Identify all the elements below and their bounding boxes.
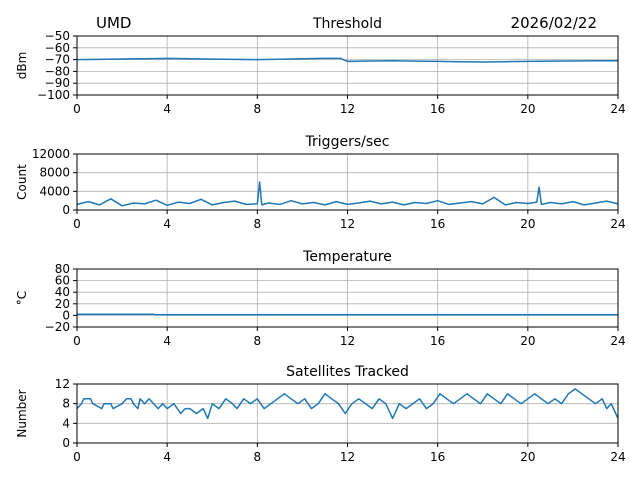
temperature-y-tick-label: 80: [55, 262, 70, 276]
temperature-x-tick-label: 16: [430, 334, 445, 348]
triggers-sec-x-tick-label: 12: [340, 217, 355, 231]
threshold-series-line: [76, 57, 618, 63]
satellites-tracked-y-tick-label: 4: [62, 416, 70, 430]
threshold-y-tick-label: −50: [45, 29, 70, 43]
threshold-x-tick-label: 16: [430, 102, 445, 116]
satellites-tracked-x-tick-label: 4: [163, 450, 171, 464]
threshold-y-tick-label: −80: [45, 64, 70, 78]
triggers-sec-y-tick-label: 4000: [39, 184, 70, 198]
satellites-tracked-series-line: [76, 388, 619, 420]
triggers-sec-series-line: [76, 181, 619, 207]
temperature-x-tick-label: 12: [340, 334, 355, 348]
temperature-y-tick-label: 40: [55, 285, 70, 299]
temperature-y-tick-label: 20: [55, 297, 70, 311]
threshold-y-tick-label: −90: [45, 76, 70, 90]
threshold-x-tick-label: 24: [610, 102, 625, 116]
temperature-x-tick-label: 20: [520, 334, 535, 348]
temperature-x-tick-label: 8: [254, 334, 262, 348]
triggers-sec-title: Triggers/sec: [305, 134, 390, 150]
threshold-panel: 0 4 8 12 16 20 24 −50−60−70−80−90−100 Threshold d…: [15, 16, 626, 116]
header-date-label: 2026/02/22: [511, 14, 597, 32]
temperature-y-axis-label: °C: [15, 291, 29, 305]
temperature-title: Temperature: [302, 249, 392, 265]
threshold-y-tick-label: −100: [37, 88, 70, 102]
satellites-tracked-y-tick-label: 0: [62, 436, 70, 450]
header-left-label: UMD: [96, 14, 131, 32]
temperature-series-line: [77, 313, 618, 316]
temperature-y-tick-label: −20: [45, 320, 70, 334]
triggers-sec-panel: 0 4 8 12 16 20 24 0 4000 8000 12000 Triggers/sec Cou…: [15, 134, 626, 231]
satellites-tracked-y-tick-label: 8: [62, 397, 70, 411]
triggers-sec-x-tick-label: 4: [163, 217, 171, 231]
triggers-sec-y-tick-label: 0: [62, 203, 70, 217]
temperature-y-tick-label: 0: [62, 308, 70, 322]
threshold-x-tick-label: 12: [340, 102, 355, 116]
triggers-sec-y-tick-label: 12000: [32, 147, 70, 161]
temperature-y-tick-label: 60: [55, 274, 70, 288]
triggers-sec-x-tick-label: 8: [254, 217, 262, 231]
threshold-y-tick-label: −60: [45, 41, 70, 55]
triggers-sec-y-tick-label: 8000: [39, 166, 70, 180]
triggers-sec-x-tick-label: 20: [520, 217, 535, 231]
triggers-sec-x-tick-label: 0: [73, 217, 81, 231]
satellites-tracked-x-tick-label: 16: [430, 450, 445, 464]
triggers-sec-x-tick-label: 16: [430, 217, 445, 231]
temperature-x-tick-label: 24: [610, 334, 625, 348]
satellites-tracked-y-axis-label: Number: [15, 389, 29, 437]
satellites-tracked-panel: 0 4 8 12 16 20 24 0 4 8 12 Satellites Tracked Number: [15, 364, 626, 464]
threshold-x-tick-label: 0: [73, 102, 81, 116]
threshold-x-tick-label: 8: [254, 102, 262, 116]
threshold-y-tick-label: −70: [45, 53, 70, 67]
temperature-x-tick-label: 0: [73, 334, 81, 348]
threshold-title: Threshold: [312, 16, 382, 32]
satellites-tracked-title: Satellites Tracked: [286, 364, 409, 380]
temperature-x-tick-label: 4: [163, 334, 171, 348]
threshold-x-tick-label: 4: [163, 102, 171, 116]
threshold-x-tick-label: 20: [520, 102, 535, 116]
satellites-tracked-x-tick-label: 0: [73, 450, 81, 464]
satellites-tracked-x-tick-label: 20: [520, 450, 535, 464]
triggers-sec-y-axis-label: Count: [15, 164, 29, 200]
satellites-tracked-x-tick-label: 12: [340, 450, 355, 464]
satellites-tracked-y-tick-label: 12: [55, 377, 70, 391]
satellites-tracked-x-tick-label: 8: [254, 450, 262, 464]
satellites-tracked-x-tick-label: 24: [610, 450, 625, 464]
triggers-sec-x-tick-label: 24: [610, 217, 625, 231]
threshold-y-axis-label: dBm: [15, 52, 29, 80]
